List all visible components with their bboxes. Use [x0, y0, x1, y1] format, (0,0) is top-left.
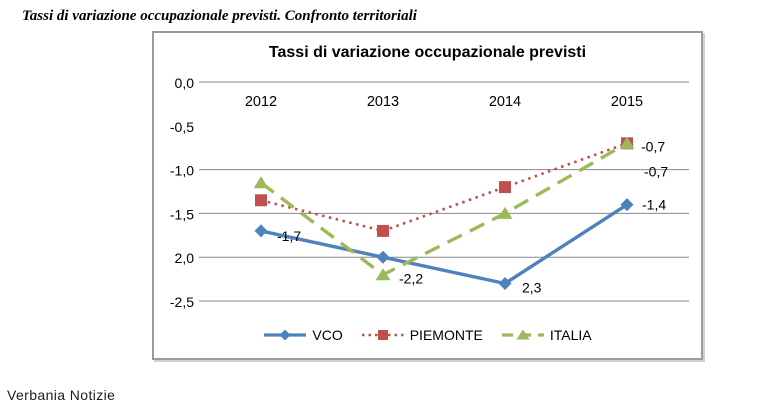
legend-swatch-triangle [501, 329, 544, 340]
data-label: -0,7 [641, 138, 665, 154]
data-label: 2,3 [522, 279, 542, 295]
y-tick-label: -1,5 [170, 206, 194, 222]
data-label: -0,7 [644, 164, 668, 180]
y-tick-label: -1,0 [170, 163, 194, 179]
marker-italia-2013 [375, 268, 391, 281]
x-tick-label: 2013 [367, 94, 399, 110]
marker-italia-2014 [497, 206, 513, 219]
triangle-icon [516, 329, 530, 340]
data-label: -1,7 [277, 228, 301, 244]
marker-vco-2014 [498, 276, 512, 290]
legend-swatch-square [361, 330, 404, 340]
x-tick-label: 2015 [611, 94, 643, 110]
y-tick-label: 2,0 [175, 250, 195, 266]
legend-label: PIEMONTE [409, 327, 483, 343]
marker-vco-2013 [376, 250, 390, 264]
chart-frame: Tassi di variazione occupazionale previs… [152, 31, 703, 360]
square-icon [377, 330, 388, 340]
legend-label: VCO [312, 327, 343, 343]
diamond-icon [279, 329, 291, 341]
y-tick-label: -0,5 [170, 119, 194, 135]
x-tick-label: 2012 [245, 94, 277, 110]
legend-item-italia: ITALIA [501, 327, 592, 343]
legend-swatch-diamond [264, 329, 307, 341]
chart-legend: VCO PIEMONTE ITALIA [154, 327, 701, 343]
data-label: -1,4 [642, 197, 666, 213]
marker-italia-2015 [619, 136, 635, 149]
legend-item-vco: VCO [263, 327, 343, 343]
chart-plot-area: 0,0 -0,5 -1,0 -1,5 2,0 -2,5 2012 2013 2014 2015 -1… [170, 75, 689, 310]
marker-piemonte-2012 [255, 194, 267, 207]
y-tick-label: -2,5 [170, 294, 194, 310]
page-title: Tassi di variazione occupazionale previs… [22, 8, 417, 24]
legend-label: ITALIA [549, 327, 592, 343]
data-label: -2,2 [399, 271, 423, 287]
source-attribution: Verbania Notizie [7, 387, 116, 403]
series-line-vco [260, 203, 628, 286]
marker-piemonte-2013 [377, 224, 389, 237]
legend-item-piemonte: PIEMONTE [361, 327, 483, 343]
marker-vco-2012 [254, 224, 268, 238]
chart-title: Tassi di variazione occupazionale previs… [268, 44, 587, 61]
x-tick-label: 2014 [489, 94, 521, 110]
marker-piemonte-2014 [499, 181, 511, 194]
marker-italia-2012 [253, 176, 269, 189]
y-tick-label: 0,0 [175, 75, 195, 91]
series-line-piemonte [260, 142, 628, 233]
series-line-italia [259, 141, 628, 277]
marker-vco-2015 [620, 198, 634, 212]
